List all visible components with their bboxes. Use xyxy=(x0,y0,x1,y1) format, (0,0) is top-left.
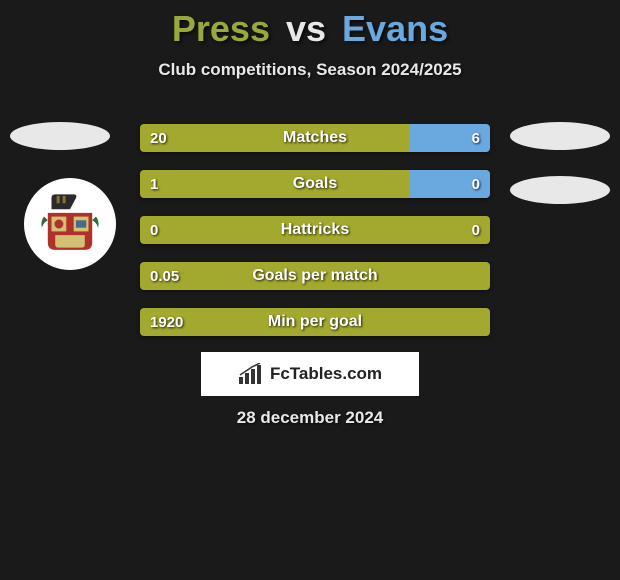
stat-bar-row: Min per goal1920 xyxy=(140,308,490,336)
subtitle: Club competitions, Season 2024/2025 xyxy=(0,60,620,80)
brand-chart-icon xyxy=(238,363,264,385)
bar-segment-left xyxy=(140,124,410,152)
stat-bar-row: Hattricks00 xyxy=(140,216,490,244)
club-crest xyxy=(24,178,116,270)
bar-segment-right xyxy=(410,124,491,152)
decorative-oval-right-1 xyxy=(510,122,610,150)
bar-segment-left xyxy=(140,170,410,198)
stat-bar-row: Goals10 xyxy=(140,170,490,198)
page-title: Press vs Evans xyxy=(0,0,620,50)
player2-name: Evans xyxy=(342,8,448,49)
crest-icon xyxy=(33,187,107,261)
player1-name: Press xyxy=(172,8,270,49)
stat-bar-row: Matches206 xyxy=(140,124,490,152)
brand-box: FcTables.com xyxy=(201,352,419,396)
bar-segment-left xyxy=(140,216,490,244)
decorative-oval-left xyxy=(10,122,110,150)
decorative-oval-right-2 xyxy=(510,176,610,204)
stat-bars: Matches206 Goals10 Hattricks00 Goals per ma… xyxy=(140,124,490,354)
brand-text: FcTables.com xyxy=(270,364,382,384)
vs-text: vs xyxy=(286,8,326,49)
date-text: 28 december 2024 xyxy=(0,408,620,428)
bar-segment-left xyxy=(140,262,490,290)
bar-segment-right xyxy=(410,170,491,198)
stat-bar-row: Goals per match0.05 xyxy=(140,262,490,290)
bar-segment-left xyxy=(140,308,490,336)
